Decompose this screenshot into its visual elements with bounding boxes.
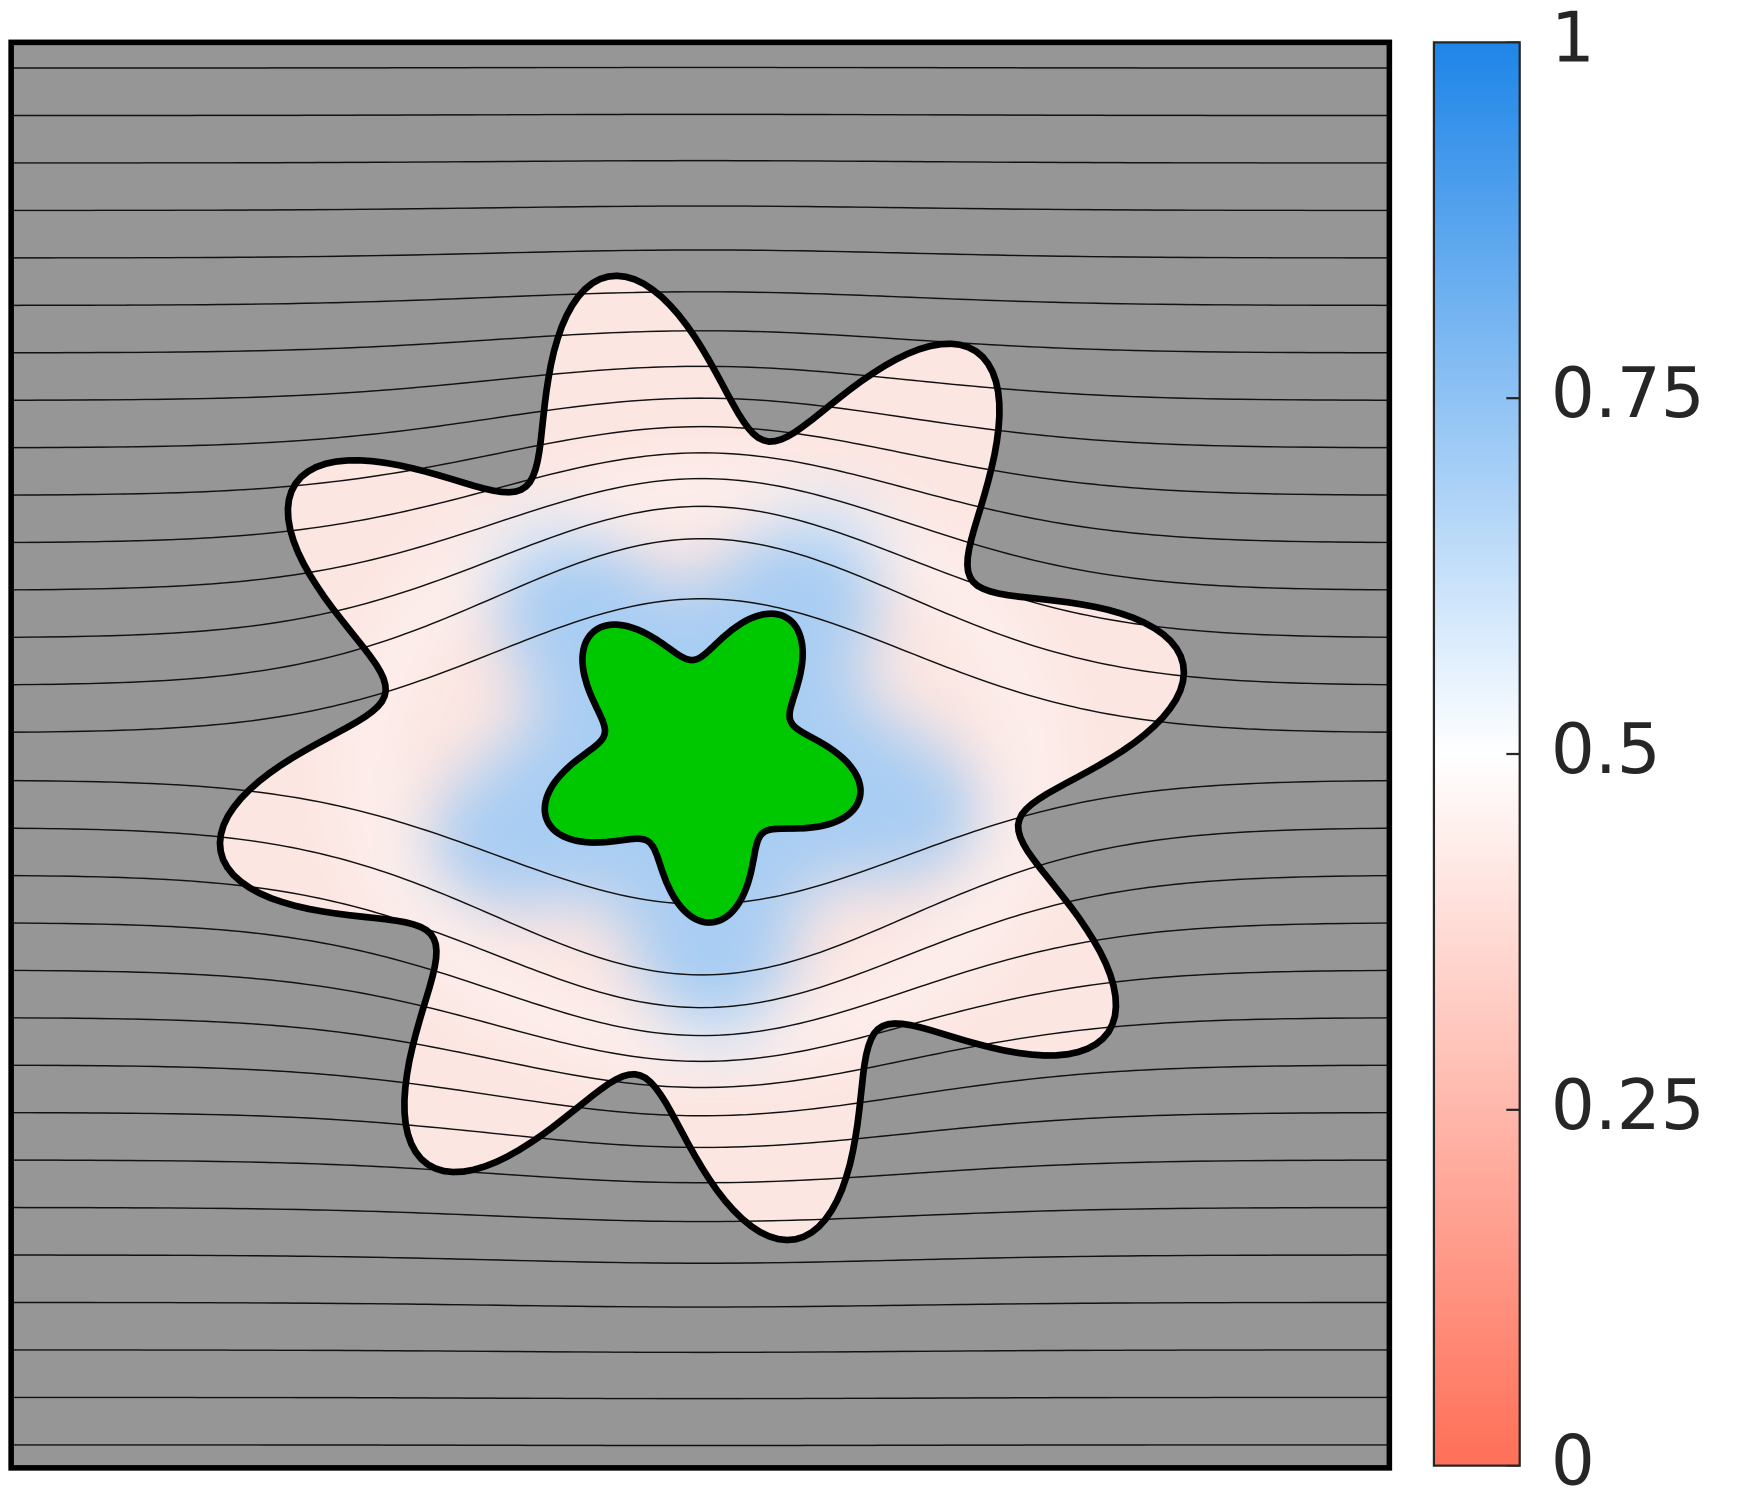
streamline <box>11 1396 1389 1400</box>
streamline <box>11 969 1389 1063</box>
outer-boundary <box>216 272 1188 1244</box>
plot-area <box>8 39 1393 1471</box>
colorbar-tick-label: 0 <box>1551 1422 1595 1502</box>
streamline <box>11 1064 1389 1117</box>
streamline <box>11 874 1389 1009</box>
streamline <box>11 365 1389 401</box>
white-ring <box>345 468 1059 1070</box>
streamline <box>11 1111 1389 1149</box>
colorbar-tick-label: 0.75 <box>1551 354 1705 434</box>
streamline <box>11 159 1389 164</box>
streamline <box>11 1349 1389 1354</box>
streamline <box>11 505 1389 639</box>
streamline <box>11 1206 1389 1223</box>
colorbar-tick-label: 1 <box>1551 0 1595 78</box>
streamline <box>11 1301 1389 1308</box>
streamline <box>11 827 1389 976</box>
colorbar-tick-label: 0.5 <box>1551 710 1661 790</box>
inner-body <box>541 610 864 926</box>
plot-frame <box>8 39 1393 1471</box>
streamline <box>11 397 1389 449</box>
streamline <box>11 477 1389 591</box>
streamline <box>11 249 1389 259</box>
streamline <box>11 291 1389 307</box>
streamline <box>11 537 1389 686</box>
streamline <box>11 1444 1389 1447</box>
streamline <box>11 113 1389 117</box>
streamline <box>11 922 1389 1037</box>
streamline <box>11 1159 1389 1184</box>
streamlines <box>11 66 1389 1447</box>
colorbar-axis: 0 0.25 0.5 0.75 1 <box>1506 0 1705 1502</box>
streamline <box>11 452 1389 544</box>
streamline <box>11 330 1389 354</box>
colorbar-tick-label: 0.25 <box>1551 1066 1705 1146</box>
streamline <box>11 205 1389 212</box>
streamline <box>11 1254 1389 1264</box>
streamline <box>11 425 1389 496</box>
streamline <box>11 1017 1389 1089</box>
streamline <box>11 66 1389 69</box>
